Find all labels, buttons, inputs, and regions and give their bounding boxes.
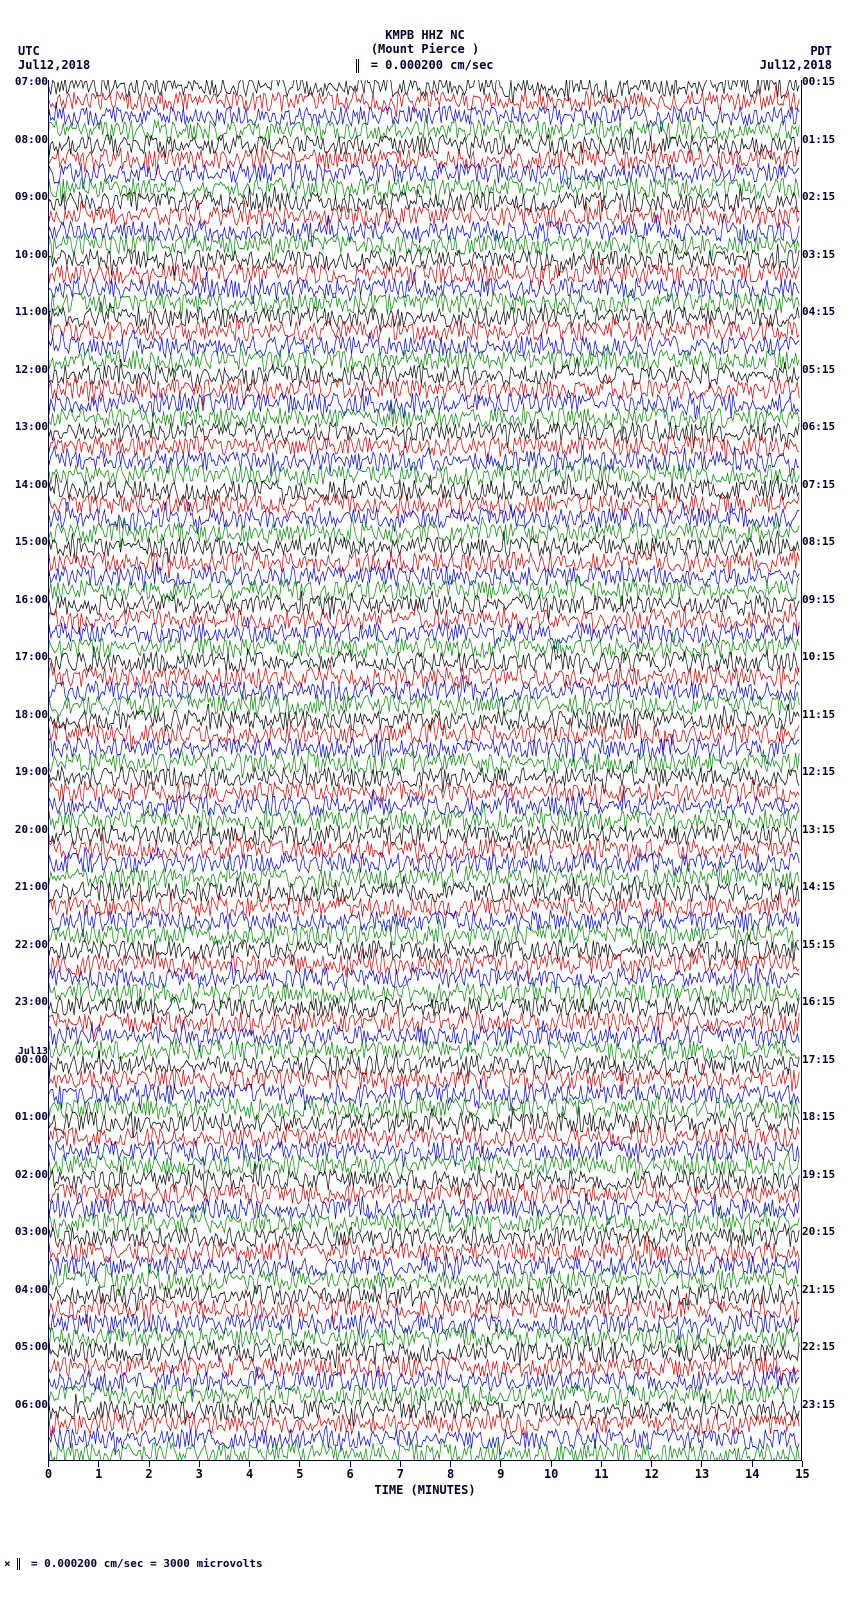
header-left-tz: UTC Jul12,2018 (18, 44, 90, 72)
utc-hour-label: 20:00 (15, 824, 48, 836)
utc-hour-label: 01:00 (15, 1111, 48, 1123)
utc-hour-label: 14:00 (15, 479, 48, 491)
footer-scale: × = 0.000200 cm/sec = 3000 microvolts (0, 1557, 850, 1570)
utc-hour-label: 21:00 (15, 881, 48, 893)
footer-scale-bar-icon (17, 1558, 20, 1570)
x-tick-label: 8 (447, 1467, 454, 1481)
pdt-hour-label: 05:15 (802, 364, 835, 376)
pdt-hour-label: 14:15 (802, 881, 835, 893)
x-tick-label: 9 (497, 1467, 504, 1481)
pdt-hour-label: 10:15 (802, 651, 835, 663)
pdt-hour-label: 20:15 (802, 1226, 835, 1238)
title-block: KMPB HHZ NC (Mount Pierce ) = 0.000200 c… (0, 0, 850, 73)
station-location: (Mount Pierce ) (0, 42, 850, 56)
utc-hour-label: 08:00 (15, 134, 48, 146)
x-tick-label: 1 (95, 1467, 102, 1481)
scale-legend: = 0.000200 cm/sec (0, 58, 850, 73)
pdt-hour-label: 18:15 (802, 1111, 835, 1123)
tz-left-date: Jul12,2018 (18, 58, 90, 72)
utc-hour-label: 04:00 (15, 1284, 48, 1296)
trace-row (49, 1446, 801, 1460)
x-tick-label: 5 (296, 1467, 303, 1481)
pdt-hour-label: 13:15 (802, 824, 835, 836)
utc-hour-label: 17:00 (15, 651, 48, 663)
utc-hour-label: 22:00 (15, 939, 48, 951)
header-right-tz: PDT Jul12,2018 (760, 44, 832, 72)
pdt-hour-label: 19:15 (802, 1169, 835, 1181)
x-tick-label: 0 (45, 1467, 52, 1481)
x-tick-label: 2 (145, 1467, 152, 1481)
pdt-hour-label: 03:15 (802, 249, 835, 261)
pdt-hour-label: 00:15 (802, 76, 835, 88)
x-tick-label: 3 (196, 1467, 203, 1481)
utc-hour-label: 07:00 (15, 76, 48, 88)
x-tick-label: 7 (397, 1467, 404, 1481)
utc-hour-label: 10:00 (15, 249, 48, 261)
utc-hour-label: 15:00 (15, 536, 48, 548)
utc-hour-label: 02:00 (15, 1169, 48, 1181)
x-tick-label: 4 (246, 1467, 253, 1481)
right-time-labels: 00:1501:1502:1503:1504:1505:1506:1507:15… (802, 80, 848, 1460)
scale-bar-icon (356, 59, 359, 73)
utc-hour-label: 09:00 (15, 191, 48, 203)
utc-hour-label: 18:00 (15, 709, 48, 721)
tz-left-label: UTC (18, 44, 90, 58)
pdt-hour-label: 22:15 (802, 1341, 835, 1353)
utc-hour-label: 13:00 (15, 421, 48, 433)
helicorder-plot (48, 80, 802, 1461)
utc-hour-label: 12:00 (15, 364, 48, 376)
pdt-hour-label: 06:15 (802, 421, 835, 433)
scale-text: = 0.000200 cm/sec (371, 58, 494, 72)
x-tick-label: 14 (745, 1467, 759, 1481)
utc-hour-label: 03:00 (15, 1226, 48, 1238)
pdt-hour-label: 11:15 (802, 709, 835, 721)
station-code: KMPB HHZ NC (0, 28, 850, 42)
pdt-hour-label: 12:15 (802, 766, 835, 778)
x-axis-label: TIME (MINUTES) (48, 1483, 802, 1497)
pdt-hour-label: 16:15 (802, 996, 835, 1008)
utc-hour-label: 00:00 (15, 1054, 48, 1066)
x-tick-label: 13 (695, 1467, 709, 1481)
tz-right-date: Jul12,2018 (760, 58, 832, 72)
tz-right-label: PDT (760, 44, 832, 58)
left-time-labels: 07:0008:0009:0010:0011:0012:0013:0014:00… (2, 80, 48, 1460)
footer-text: = 0.000200 cm/sec = 3000 microvolts (31, 1557, 263, 1570)
pdt-hour-label: 04:15 (802, 306, 835, 318)
pdt-hour-label: 02:15 (802, 191, 835, 203)
x-tick-label: 15 (795, 1467, 809, 1481)
utc-hour-label: 16:00 (15, 594, 48, 606)
pdt-hour-label: 15:15 (802, 939, 835, 951)
utc-hour-label: 05:00 (15, 1341, 48, 1353)
x-axis: TIME (MINUTES) 0123456789101112131415 (48, 1467, 802, 1507)
pdt-hour-label: 08:15 (802, 536, 835, 548)
pdt-hour-label: 17:15 (802, 1054, 835, 1066)
utc-hour-label: 06:00 (15, 1399, 48, 1411)
x-tick-label: 12 (644, 1467, 658, 1481)
x-tick-label: 6 (346, 1467, 353, 1481)
header: UTC Jul12,2018 KMPB HHZ NC (Mount Pierce… (0, 0, 850, 80)
x-tick-label: 11 (594, 1467, 608, 1481)
utc-hour-label: 19:00 (15, 766, 48, 778)
footer-prefix: × (4, 1557, 11, 1570)
utc-hour-label: 11:00 (15, 306, 48, 318)
x-tick-label: 10 (544, 1467, 558, 1481)
pdt-hour-label: 21:15 (802, 1284, 835, 1296)
pdt-hour-label: 09:15 (802, 594, 835, 606)
pdt-hour-label: 07:15 (802, 479, 835, 491)
pdt-hour-label: 01:15 (802, 134, 835, 146)
pdt-hour-label: 23:15 (802, 1399, 835, 1411)
utc-hour-label: 23:00 (15, 996, 48, 1008)
